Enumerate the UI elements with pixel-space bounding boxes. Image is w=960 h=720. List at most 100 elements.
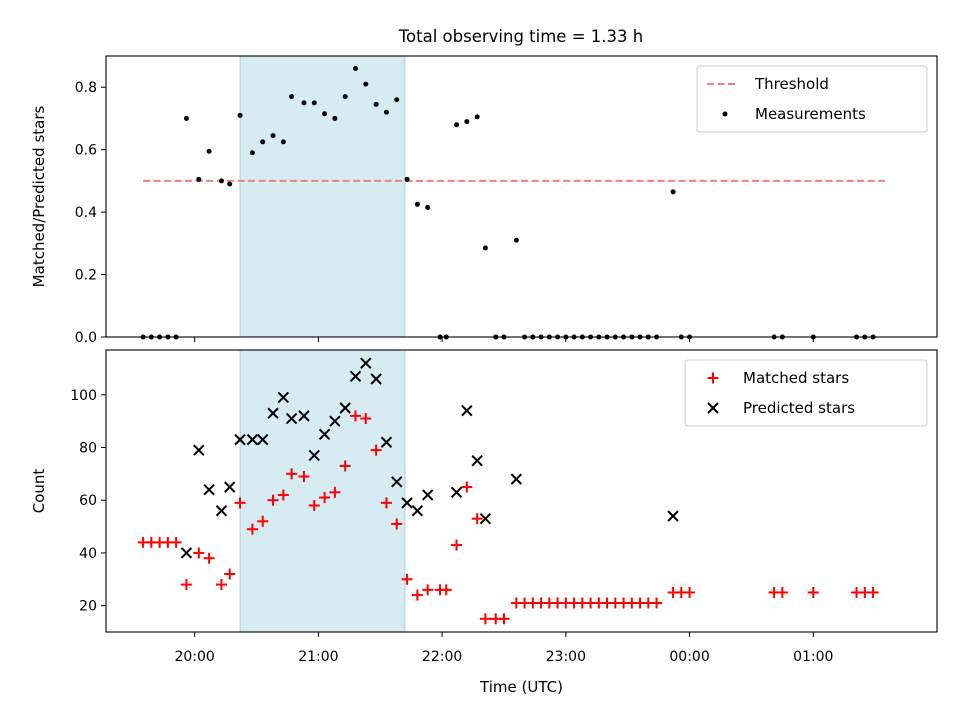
matched-star-marker	[329, 486, 341, 498]
y-axis-label: Matched/Predicted stars	[30, 106, 48, 288]
matched-star-marker	[267, 494, 279, 506]
x-tick-label: 20:00	[174, 649, 214, 665]
legend-measurement-swatch	[722, 111, 728, 117]
y-tick-label: 0.4	[75, 205, 97, 221]
matched-star-marker	[651, 597, 663, 609]
predicted-star-marker	[401, 497, 413, 509]
predicted-star-marker	[479, 512, 492, 525]
legend-label: Measurements	[755, 105, 866, 123]
x-axis-label: Time (UTC)	[479, 678, 563, 696]
predicted-star-marker	[234, 433, 246, 446]
measurement-point	[383, 109, 389, 115]
matched-star-marker	[246, 523, 258, 535]
predicted-star-marker	[298, 410, 310, 422]
measurement-point	[342, 94, 348, 100]
series-matched-stars	[137, 410, 879, 625]
legend-box	[684, 359, 928, 427]
matched-star-marker	[451, 539, 463, 551]
measurement-point	[249, 150, 255, 156]
measurement-point	[289, 94, 295, 100]
y-tick-label: 0.2	[75, 268, 97, 284]
measurement-point	[394, 97, 400, 103]
predicted-star-marker	[329, 415, 341, 427]
measurement-point	[301, 100, 307, 106]
matched-star-marker	[440, 584, 452, 596]
measurement-point	[373, 101, 379, 107]
x-tick-label: 23:00	[546, 649, 586, 665]
measurement-point	[280, 139, 286, 145]
measurement-point	[227, 181, 233, 187]
y-tick-label: 0.0	[75, 330, 97, 346]
predicted-star-marker	[308, 449, 320, 462]
matched-star-marker	[339, 460, 351, 472]
predicted-star-marker	[391, 476, 403, 488]
matched-star-marker	[776, 586, 788, 598]
x-tick-label: 22:00	[422, 649, 462, 665]
measurement-point	[322, 111, 328, 117]
predicted-star-marker	[224, 481, 236, 493]
predicted-star-marker	[339, 402, 351, 414]
y-tick-label: 20	[79, 599, 97, 615]
matched-star-marker	[401, 573, 413, 585]
measurement-point	[311, 100, 317, 106]
matched-star-marker	[308, 499, 320, 511]
matched-star-marker	[479, 613, 491, 625]
matched-star-marker	[193, 547, 205, 559]
matched-star-marker	[286, 468, 298, 480]
matched-star-marker	[319, 492, 331, 504]
matched-star-marker	[380, 497, 392, 509]
measurement-point	[206, 148, 212, 154]
predicted-star-marker	[380, 436, 393, 448]
x-tick-label: 00:00	[669, 649, 709, 665]
matched-star-marker	[234, 497, 246, 509]
figure-title: Total observing time = 1.33 h	[398, 27, 643, 46]
predicted-star-marker	[411, 505, 424, 517]
highlight-span	[239, 55, 406, 338]
x-tick-label: 01:00	[793, 649, 833, 665]
highlight-span	[239, 349, 406, 633]
matched-star-marker	[277, 489, 289, 501]
matched-star-marker	[411, 589, 423, 601]
matched-star-marker	[360, 413, 372, 425]
legend: Matched stars Predicted stars	[684, 359, 928, 427]
y-tick-label: 80	[79, 441, 97, 457]
measurement-point	[363, 81, 369, 87]
legend-label: Predicted stars	[743, 399, 855, 417]
predicted-star-marker	[267, 407, 279, 419]
matched-star-marker	[461, 481, 473, 493]
measurement-point	[474, 114, 480, 120]
top-panel: 0.0 0.2 0.4 0.6 0.8 Matched/Predicted stars Th…	[30, 55, 938, 346]
measurement-point	[670, 189, 676, 195]
measurement-point	[482, 245, 488, 251]
matched-star-marker	[203, 552, 215, 564]
predicted-star-marker	[471, 454, 483, 467]
matched-star-marker	[422, 584, 434, 596]
plot-frame	[105, 55, 938, 338]
y-tick-label: 100	[70, 388, 97, 404]
predicted-star-marker	[180, 547, 193, 559]
matched-star-marker	[215, 579, 227, 591]
measurement-point	[353, 65, 359, 71]
matched-star-marker	[170, 536, 182, 548]
measurement-point	[237, 112, 243, 118]
predicted-star-marker	[667, 510, 679, 522]
matched-star-marker	[498, 613, 510, 625]
predicted-star-marker	[360, 357, 372, 369]
bottom-panel: 20 40 60 80 100 20:00 21:00 22:00 23:00 00:00 01:0…	[30, 349, 938, 696]
y-tick-label: 0.8	[75, 80, 97, 96]
x-tick-label: 21:00	[298, 649, 338, 665]
predicted-star-marker	[421, 489, 434, 501]
measurement-point	[513, 237, 519, 243]
measurement-point	[196, 176, 202, 182]
measurement-point	[260, 139, 266, 145]
matched-star-marker	[370, 444, 382, 456]
y-tick-label: 60	[79, 493, 97, 509]
predicted-star-marker	[246, 433, 259, 446]
plot-frame	[105, 349, 938, 633]
legend: Threshold Measurements	[696, 65, 928, 133]
predicted-star-marker	[318, 428, 331, 441]
predicted-star-marker	[215, 505, 228, 517]
matched-star-marker	[224, 568, 236, 580]
predicted-star-marker	[257, 433, 269, 446]
matched-star-marker	[350, 410, 362, 422]
